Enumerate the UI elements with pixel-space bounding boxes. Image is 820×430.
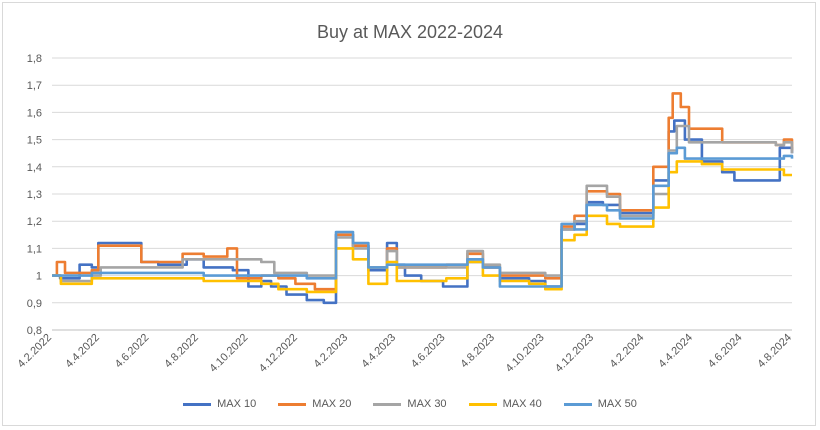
- x-tick-label: 4.2.2023: [312, 332, 351, 371]
- chart-legend: MAX 10 MAX 20 MAX 30 MAX 40 MAX 50: [0, 398, 820, 410]
- x-tick-label: 4.12.2023: [553, 332, 596, 375]
- x-tick-label: 4.10.2023: [504, 332, 547, 375]
- x-tick-label: 4.2.2022: [15, 332, 54, 371]
- y-tick-label: 0,8: [27, 325, 42, 337]
- legend-item: MAX 50: [563, 398, 637, 410]
- chart-title: Buy at MAX 2022-2024: [316, 22, 504, 42]
- series-line-max-20: [52, 92, 794, 291]
- legend-swatch: [278, 402, 307, 406]
- y-tick-label: 1: [36, 271, 42, 283]
- legend-swatch: [183, 402, 212, 406]
- y-tick-label: 1,6: [27, 107, 42, 119]
- legend-swatch: [373, 402, 402, 406]
- series-line-max-50: [52, 146, 794, 288]
- x-tick-label: 4.6.2023: [409, 332, 448, 371]
- x-tick-label: 4.6.2024: [706, 332, 745, 371]
- y-tick-label: 1,3: [27, 189, 42, 201]
- series-line-max-30: [52, 124, 794, 283]
- x-tick-label: 4.8.2023: [458, 332, 497, 371]
- y-tick-label: 1,5: [27, 135, 42, 147]
- x-tick-label: 4.4.2023: [359, 332, 398, 371]
- y-tick-label: 0,9: [27, 298, 42, 310]
- x-tick-label: 4.2.2024: [608, 332, 647, 371]
- legend-item: MAX 20: [278, 398, 351, 410]
- legend-label: MAX 40: [502, 398, 542, 410]
- legend-swatch: [468, 402, 497, 406]
- x-tick-label: 4.6.2022: [113, 332, 152, 371]
- legend-item: MAX 40: [468, 398, 542, 410]
- x-tick-label: 4.4.2022: [63, 332, 102, 371]
- x-tick-label: 4.10.2022: [207, 332, 250, 375]
- legend-item: MAX 10: [183, 398, 256, 410]
- y-tick-label: 1,2: [27, 216, 42, 228]
- y-tick-label: 1,7: [27, 80, 42, 92]
- chart-frame: [2, 2, 816, 426]
- legend-swatch: [563, 402, 592, 406]
- legend-label: MAX 50: [597, 398, 637, 410]
- y-tick-label: 1,8: [27, 53, 42, 65]
- x-tick-label: 4.8.2024: [755, 332, 794, 371]
- x-tick-label: 4.8.2022: [162, 332, 201, 371]
- legend-item: MAX 30: [373, 398, 447, 410]
- x-tick-label: 4.4.2024: [656, 332, 695, 371]
- legend-label: MAX 10: [217, 398, 257, 410]
- y-tick-label: 1,4: [27, 162, 42, 174]
- legend-label: MAX 30: [407, 398, 447, 410]
- y-tick-label: 1,1: [27, 243, 42, 255]
- legend-label: MAX 20: [312, 398, 352, 410]
- x-tick-label: 4.12.2022: [257, 332, 300, 375]
